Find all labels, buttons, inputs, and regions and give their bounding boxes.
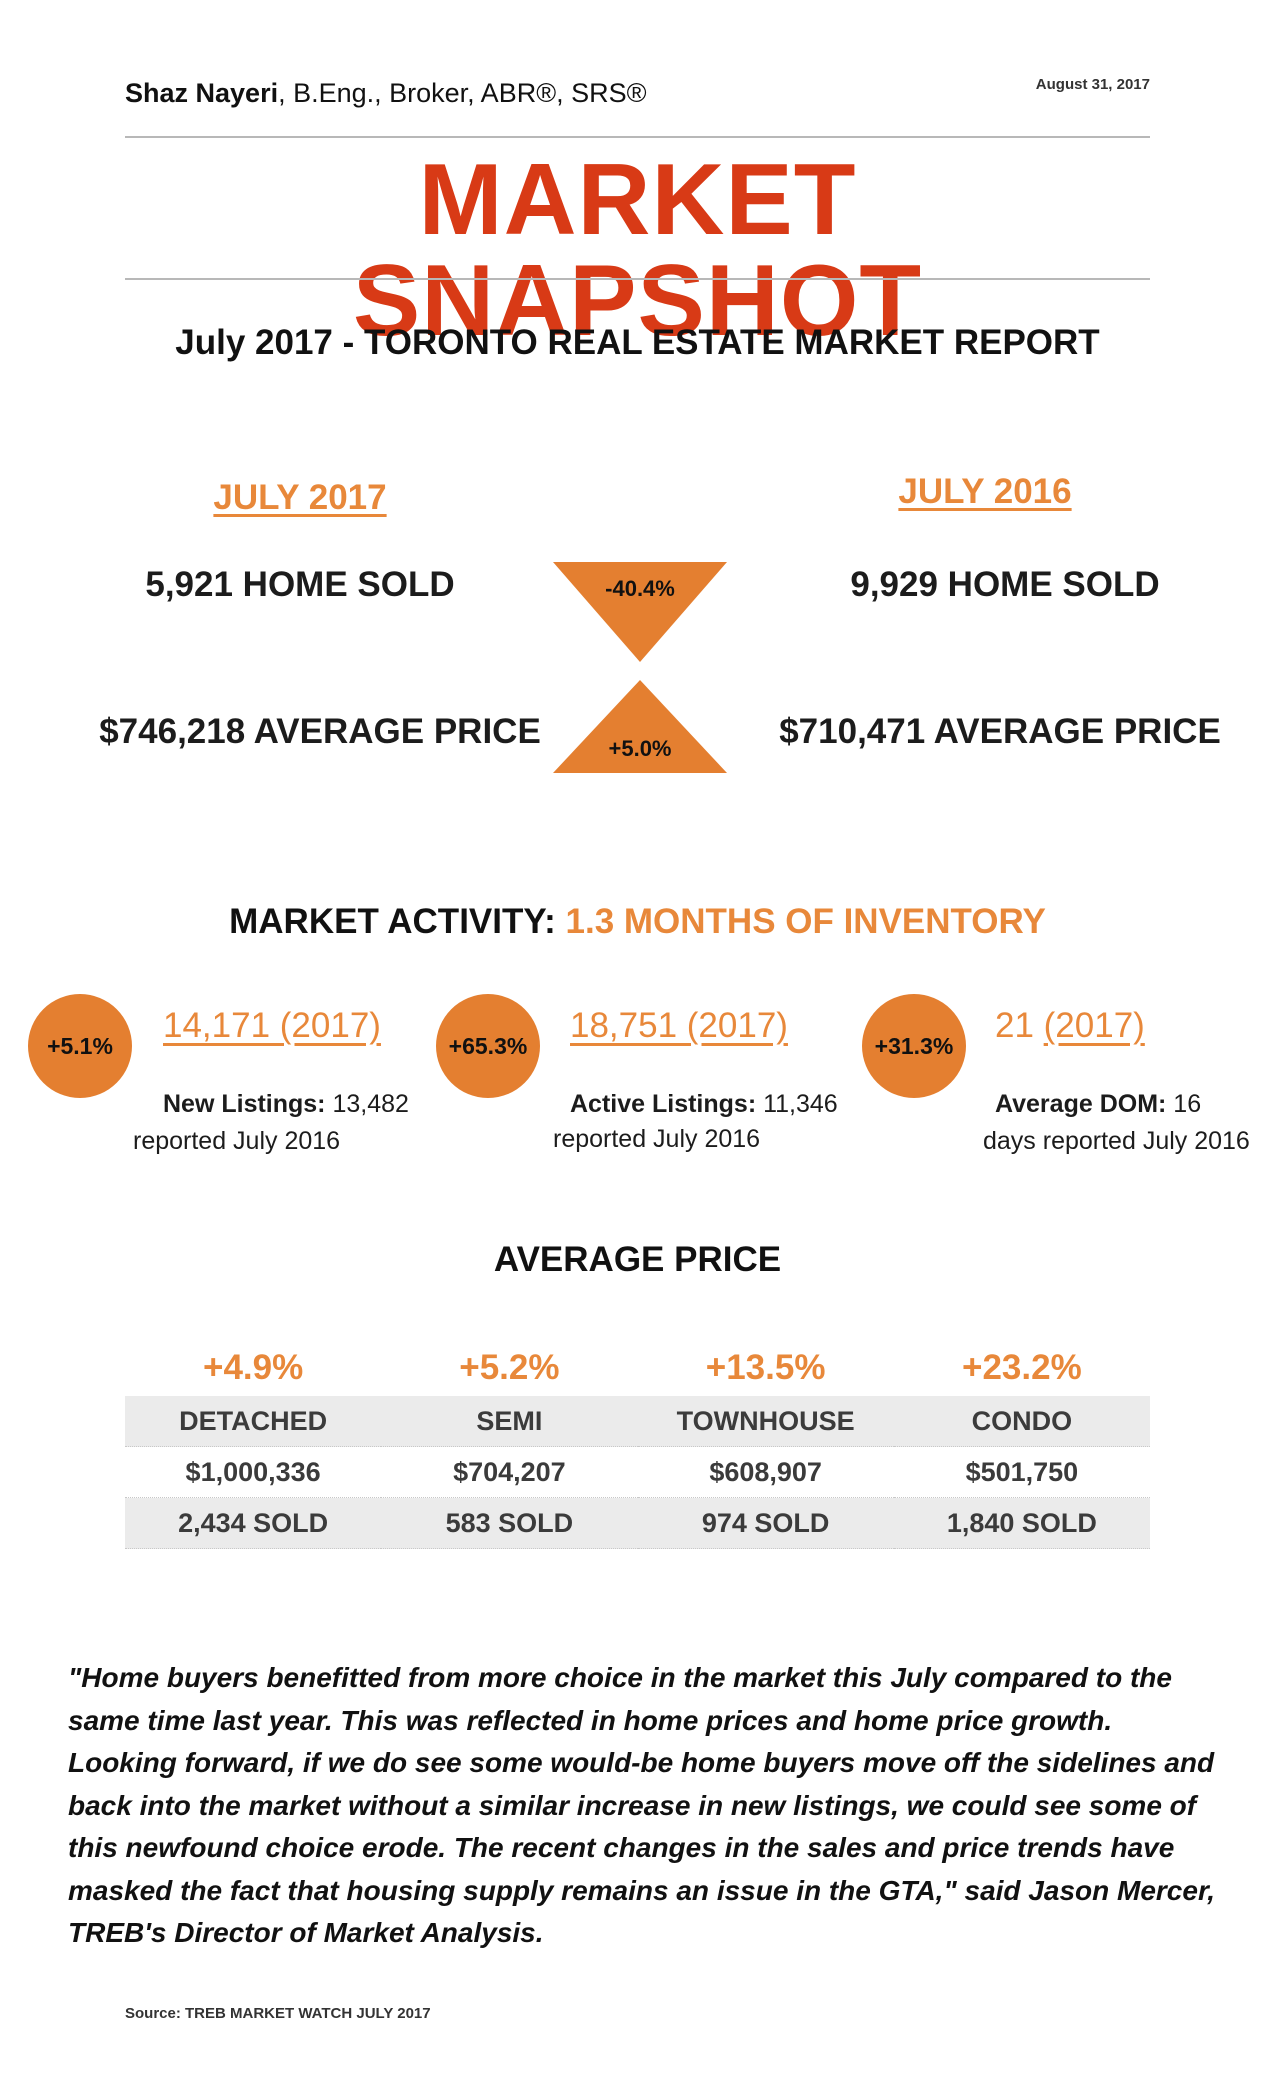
active-listings-label: Active Listings: [570, 1090, 757, 1118]
sold-condo: 1,840 SOLD [893, 1497, 1150, 1549]
avg-dom-number: 21 [995, 1006, 1044, 1045]
table-row-prices: $1,000,336 $704,207 $608,907 $501,750 [125, 1447, 1150, 1498]
author-credentials: , B.Eng., Broker, ABR®, SRS® [278, 78, 647, 108]
new-listings-prior: 13,482 [325, 1090, 409, 1118]
avg-dom-desc-line1: Average DOM: 16 [995, 1086, 1201, 1123]
active-listings-value: 18,751 (2017) [570, 1006, 788, 1045]
avg-dom-prior: 16 [1166, 1090, 1202, 1118]
active-listings-change-badge: +65.3% [436, 994, 540, 1098]
avg-dom-year: (2017) [1043, 1006, 1145, 1045]
price-detached: $1,000,336 [185, 1456, 321, 1487]
new-listings-desc-line1: New Listings: 13,482 [163, 1086, 409, 1123]
year-2017-heading: JULY 2017 [213, 478, 387, 517]
detached-change: +4.9% [203, 1348, 304, 1387]
avg-price-2017: $746,218 AVERAGE PRICE [99, 712, 541, 751]
new-listings-value: 14,171 (2017) [163, 1006, 381, 1045]
price-semi: $704,207 [453, 1456, 566, 1487]
average-price-heading: AVERAGE PRICE [493, 1240, 782, 1279]
table-row-types: DETACHED SEMI TOWNHOUSE CONDO [125, 1396, 1150, 1447]
sold-detached: 2,434 SOLD [125, 1497, 382, 1549]
market-activity-label: MARKET ACTIVITY: [229, 902, 566, 941]
avg-dom-desc-line2: days reported July 2016 [983, 1127, 1250, 1155]
new-listings-change-badge: +5.1% [28, 994, 132, 1098]
avg-price-2016: $710,471 AVERAGE PRICE [779, 712, 1221, 751]
sold-change-label: -40.4% [605, 576, 675, 601]
price-townhouse: $608,907 [709, 1456, 822, 1487]
title-divider [125, 278, 1150, 280]
type-semi: SEMI [381, 1396, 638, 1447]
average-price-table: DETACHED SEMI TOWNHOUSE CONDO $1,000,336… [125, 1396, 1150, 1549]
townhouse-change: +13.5% [705, 1348, 826, 1387]
source-note: Source: TREB MARKET WATCH JULY 2017 [125, 2005, 431, 2022]
active-listings-desc-line2: reported July 2016 [553, 1125, 761, 1153]
report-date: August 31, 2017 [1035, 76, 1150, 93]
author-line: Shaz Nayeri, B.Eng., Broker, ABR®, SRS® [125, 78, 647, 109]
type-detached: DETACHED [125, 1396, 382, 1447]
active-listings-prior: 11,346 [756, 1090, 838, 1118]
sold-townhouse: 974 SOLD [637, 1497, 894, 1549]
type-condo: CONDO [893, 1396, 1150, 1447]
new-listings-label: New Listings: [163, 1090, 326, 1118]
active-listings-desc-line1: Active Listings: 11,346 [570, 1086, 838, 1123]
homes-sold-2016: 9,929 HOME SOLD [850, 565, 1160, 604]
semi-change: +5.2% [459, 1348, 560, 1387]
market-activity-heading: MARKET ACTIVITY: 1.3 MONTHS OF INVENTORY [125, 902, 1150, 942]
author-name: Shaz Nayeri [125, 78, 279, 108]
sold-semi: 583 SOLD [381, 1497, 638, 1549]
price-change-label: +5.0% [608, 736, 672, 761]
inventory-value: 1.3 MONTHS OF INVENTORY [565, 902, 1046, 941]
report-subtitle: July 2017 - TORONTO REAL ESTATE MARKET R… [175, 323, 1100, 362]
up-triangle-icon [553, 680, 727, 773]
new-listings-desc-line2: reported July 2016 [133, 1127, 341, 1155]
avg-dom-label: Average DOM: [995, 1090, 1167, 1118]
condo-change: +23.2% [962, 1348, 1082, 1387]
type-townhouse: TOWNHOUSE [637, 1396, 894, 1447]
market-analysis-quote: "Home buyers benefitted from more choice… [68, 1662, 1216, 1948]
down-triangle-icon [553, 562, 727, 662]
avg-dom-value: 21 (2017) [995, 1006, 1145, 1046]
top-divider [125, 136, 1150, 138]
table-row-sold: 2,434 SOLD 583 SOLD 974 SOLD 1,840 SOLD [125, 1497, 1150, 1549]
homes-sold-2017: 5,921 HOME SOLD [145, 565, 455, 604]
price-change-row: +4.9% +5.2% +13.5% +23.2% [125, 1348, 1150, 1388]
price-condo: $501,750 [965, 1456, 1079, 1487]
year-2016-heading: JULY 2016 [898, 472, 1072, 511]
page-title: MARKET SNAPSHOT [352, 144, 923, 357]
avg-dom-change-badge: +31.3% [862, 994, 966, 1098]
